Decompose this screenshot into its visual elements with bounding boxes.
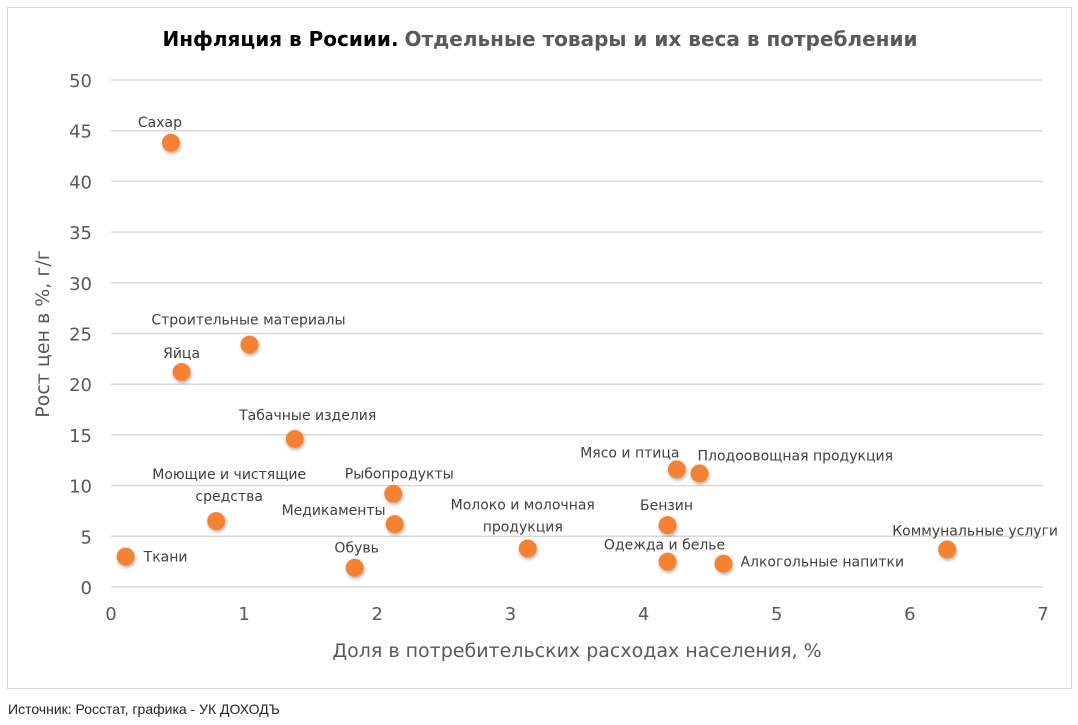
data-label: Яйца bbox=[163, 346, 200, 362]
title-rest: Отдельные товары и их веса в потреблении bbox=[405, 27, 918, 51]
data-label-line: Рыбопродукты bbox=[345, 467, 454, 483]
y-tick-label: 50 bbox=[69, 71, 92, 92]
data-label-line: Алкогольные напитки bbox=[740, 555, 904, 571]
data-label: Моющие и чистящие средства bbox=[152, 467, 306, 505]
y-tick-label: 45 bbox=[69, 122, 92, 143]
y-tick-label: 20 bbox=[69, 375, 92, 396]
x-tick-label: 2 bbox=[372, 604, 383, 625]
y-tick-label: 5 bbox=[81, 527, 92, 548]
data-label: Мясо и птица bbox=[580, 445, 679, 461]
data-label: Молоко и молочная продукция bbox=[451, 497, 595, 535]
y-tick-label: 30 bbox=[69, 274, 92, 295]
data-label-line: Яйца bbox=[163, 346, 200, 362]
title-bold: Инфляция в Росиии. bbox=[163, 27, 399, 51]
data-point bbox=[714, 554, 733, 573]
data-label: Табачные изделия bbox=[238, 408, 376, 424]
x-tick-label: 6 bbox=[904, 604, 915, 625]
data-label-line: Плодоовощная продукция bbox=[697, 448, 893, 464]
data-label: Коммунальные услуги bbox=[892, 523, 1058, 539]
data-label-line: Медикаменты bbox=[282, 503, 386, 519]
data-label: Ткани bbox=[143, 550, 188, 566]
data-label-line: продукция bbox=[483, 519, 563, 535]
chart-frame bbox=[7, 7, 1072, 689]
data-label: Бензин bbox=[640, 498, 693, 514]
source-note: Источник: Росстат, графика - УК ДОХОДЪ bbox=[8, 701, 280, 717]
data-point bbox=[667, 460, 686, 479]
data-label: Строительные материалы bbox=[151, 313, 345, 329]
data-point bbox=[240, 335, 259, 354]
data-label: Плодоовощная продукция bbox=[697, 448, 893, 464]
data-label: Алкогольные напитки bbox=[740, 555, 904, 571]
data-label-line: Сахар bbox=[138, 115, 182, 131]
y-tick-label: 10 bbox=[69, 477, 92, 498]
x-axis-label: Доля в потребительских расходах населени… bbox=[332, 640, 821, 662]
data-point bbox=[172, 363, 191, 382]
y-axis-label: Рост цен в %, г/г bbox=[32, 250, 54, 417]
data-point bbox=[345, 558, 364, 577]
x-tick-label: 4 bbox=[638, 604, 649, 625]
data-label-line: Моющие и чистящие bbox=[152, 467, 306, 483]
data-label-line: Одежда и белье bbox=[604, 538, 725, 554]
data-label-line: Бензин bbox=[640, 498, 693, 514]
data-label-line: Мясо и птица bbox=[580, 445, 679, 461]
data-point bbox=[116, 547, 135, 566]
data-label-line: Коммунальные услуги bbox=[892, 523, 1058, 539]
y-tick-label: 35 bbox=[69, 223, 92, 244]
data-point bbox=[285, 429, 304, 448]
x-tick-label: 3 bbox=[505, 604, 516, 625]
data-label: Сахар bbox=[138, 115, 182, 131]
data-point bbox=[518, 539, 537, 558]
data-label-line: Молоко и молочная bbox=[451, 497, 595, 513]
data-point bbox=[161, 133, 180, 152]
data-label-line: Строительные материалы bbox=[151, 313, 345, 329]
chart-title: Инфляция в Росиии. Отдельные товары и их … bbox=[163, 27, 918, 51]
data-point bbox=[938, 540, 957, 559]
data-label-line: Ткани bbox=[143, 550, 188, 566]
data-point bbox=[385, 515, 404, 534]
data-label-line: Табачные изделия bbox=[238, 408, 376, 424]
x-tick-label: 0 bbox=[105, 604, 116, 625]
y-tick-label: 25 bbox=[69, 325, 92, 346]
x-tick-label: 5 bbox=[771, 604, 782, 625]
data-label: Рыбопродукты bbox=[345, 467, 454, 483]
data-label: Одежда и белье bbox=[604, 538, 725, 554]
data-point bbox=[207, 512, 226, 531]
data-point bbox=[658, 516, 677, 535]
y-tick-label: 40 bbox=[69, 172, 92, 193]
data-label-line: Обувь bbox=[334, 541, 378, 557]
scatter-chart: Инфляция в Росиии. Отдельные товары и их … bbox=[32, 27, 1058, 662]
y-tick-label: 0 bbox=[81, 578, 92, 599]
x-tick-label: 7 bbox=[1037, 604, 1048, 625]
data-point bbox=[384, 484, 403, 503]
data-label: Обувь bbox=[334, 541, 378, 557]
data-point bbox=[690, 464, 709, 483]
x-tick-label: 1 bbox=[238, 604, 249, 625]
y-tick-label: 15 bbox=[69, 426, 92, 447]
data-label-line: средства bbox=[195, 489, 263, 505]
data-point bbox=[658, 552, 677, 571]
data-label: Медикаменты bbox=[282, 503, 386, 519]
